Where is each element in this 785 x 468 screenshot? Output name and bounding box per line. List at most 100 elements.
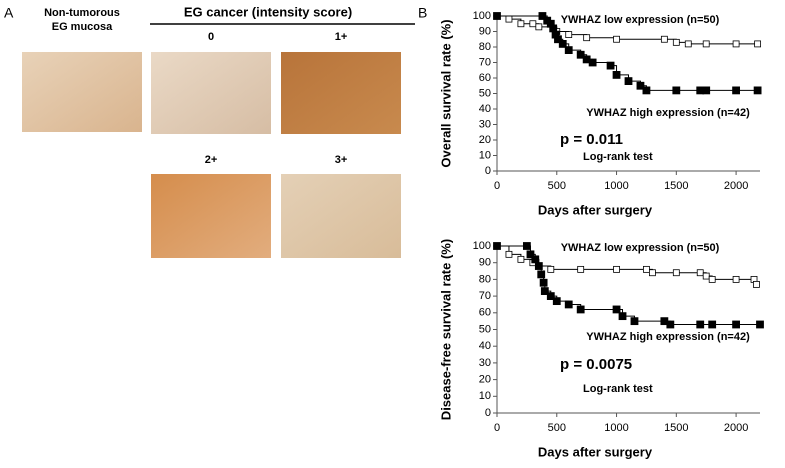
y-tick-label: 40 xyxy=(479,340,491,352)
annotation: Log-rank test xyxy=(583,383,653,395)
censor-marker xyxy=(526,250,535,259)
histology-image xyxy=(151,174,271,258)
y-tick-label: 10 xyxy=(479,390,491,402)
censor-marker xyxy=(708,320,717,329)
x-axis-label: Days after surgery xyxy=(538,444,653,459)
normal-title: Non-tumorous xyxy=(44,7,120,19)
censor-marker xyxy=(546,292,555,301)
x-tick-label: 0 xyxy=(494,180,500,192)
censor-marker xyxy=(540,287,549,295)
y-tick-label: 0 xyxy=(485,165,491,177)
x-tick-label: 2000 xyxy=(724,422,748,434)
step-segment xyxy=(586,37,618,40)
y-tick-label: 90 xyxy=(479,257,491,269)
score-label: 1+ xyxy=(335,31,348,43)
histology-image xyxy=(22,52,142,132)
y-tick-label: 30 xyxy=(479,118,491,130)
x-tick-label: 2000 xyxy=(724,180,748,192)
series-name: YWHAZ low expression (n=50) xyxy=(561,14,720,26)
x-axis-label: Days after surgery xyxy=(538,202,653,217)
censor-marker xyxy=(666,320,675,329)
censor-marker xyxy=(558,40,567,48)
y-tick-label: 80 xyxy=(479,41,491,53)
censor-marker xyxy=(732,86,740,95)
x-tick-label: 500 xyxy=(548,422,566,434)
censor-marker xyxy=(577,265,585,273)
censor-marker xyxy=(702,86,711,95)
censor-marker xyxy=(552,297,561,306)
censor-marker xyxy=(630,317,639,326)
censor-marker xyxy=(505,250,513,258)
censor-marker xyxy=(534,262,543,270)
censor-marker xyxy=(613,265,620,273)
censor-marker xyxy=(702,40,710,48)
censor-marker xyxy=(672,38,680,46)
censor-marker xyxy=(554,35,562,44)
histology-image xyxy=(281,174,401,258)
censor-marker xyxy=(547,265,555,273)
censor-marker xyxy=(708,275,716,283)
censor-marker xyxy=(531,255,540,264)
censor-marker xyxy=(732,275,740,283)
y-axis-label: Disease-free survival rate (%) xyxy=(438,239,453,420)
x-tick-label: 1000 xyxy=(604,180,628,192)
censor-marker xyxy=(624,77,633,85)
y-tick-label: 20 xyxy=(479,134,491,146)
censor-marker xyxy=(535,23,543,31)
censor-marker xyxy=(613,35,620,43)
x-tick-label: 500 xyxy=(548,180,566,192)
censor-marker xyxy=(702,272,710,280)
panel-label: A xyxy=(4,5,14,21)
score-label: 2+ xyxy=(205,154,218,166)
y-tick-label: 40 xyxy=(479,103,491,115)
y-tick-label: 80 xyxy=(479,273,491,285)
censor-marker xyxy=(642,86,651,95)
censor-marker xyxy=(618,312,627,321)
censor-marker xyxy=(732,40,740,48)
censor-marker xyxy=(684,40,692,48)
x-tick-label: 1500 xyxy=(664,180,688,192)
y-tick-label: 100 xyxy=(473,240,491,252)
censor-marker xyxy=(537,270,546,279)
censor-marker xyxy=(660,35,668,43)
censor-marker xyxy=(753,281,760,288)
y-tick-label: 20 xyxy=(479,374,491,386)
censor-marker xyxy=(588,58,597,67)
series-name: YWHAZ high expression (n=42) xyxy=(586,107,750,119)
censor-marker xyxy=(564,46,573,54)
censor-marker xyxy=(649,269,656,277)
censor-marker xyxy=(538,12,547,20)
score-label: 0 xyxy=(208,31,214,43)
y-axis-label: Overall survival rate (%) xyxy=(438,19,453,167)
censor-marker xyxy=(612,71,621,79)
histology-image xyxy=(281,52,401,134)
y-tick-label: 100 xyxy=(473,10,491,22)
censor-marker xyxy=(696,320,705,329)
censor-marker xyxy=(583,34,591,42)
normal-title: EG mucosa xyxy=(52,21,113,33)
y-tick-label: 70 xyxy=(479,290,491,302)
x-tick-label: 1500 xyxy=(664,422,688,434)
y-tick-label: 90 xyxy=(479,25,491,37)
y-tick-label: 50 xyxy=(479,87,491,99)
censor-marker xyxy=(517,20,525,28)
censor-marker xyxy=(493,12,501,20)
censor-marker xyxy=(493,242,501,250)
censor-marker xyxy=(522,242,531,250)
censor-marker xyxy=(517,255,525,263)
censor-marker xyxy=(564,300,573,309)
censor-marker xyxy=(612,305,621,314)
y-tick-label: 10 xyxy=(479,149,491,161)
series-name: YWHAZ high expression (n=42) xyxy=(586,331,750,343)
censor-marker xyxy=(672,269,680,277)
x-tick-label: 0 xyxy=(494,422,500,434)
censor-marker xyxy=(696,269,704,277)
censor-marker xyxy=(753,86,762,95)
censor-marker xyxy=(505,15,513,23)
y-tick-label: 0 xyxy=(485,407,491,419)
panel-label: B xyxy=(418,5,427,21)
y-tick-label: 60 xyxy=(479,307,491,319)
censor-marker xyxy=(576,50,585,59)
censor-marker xyxy=(565,31,573,39)
